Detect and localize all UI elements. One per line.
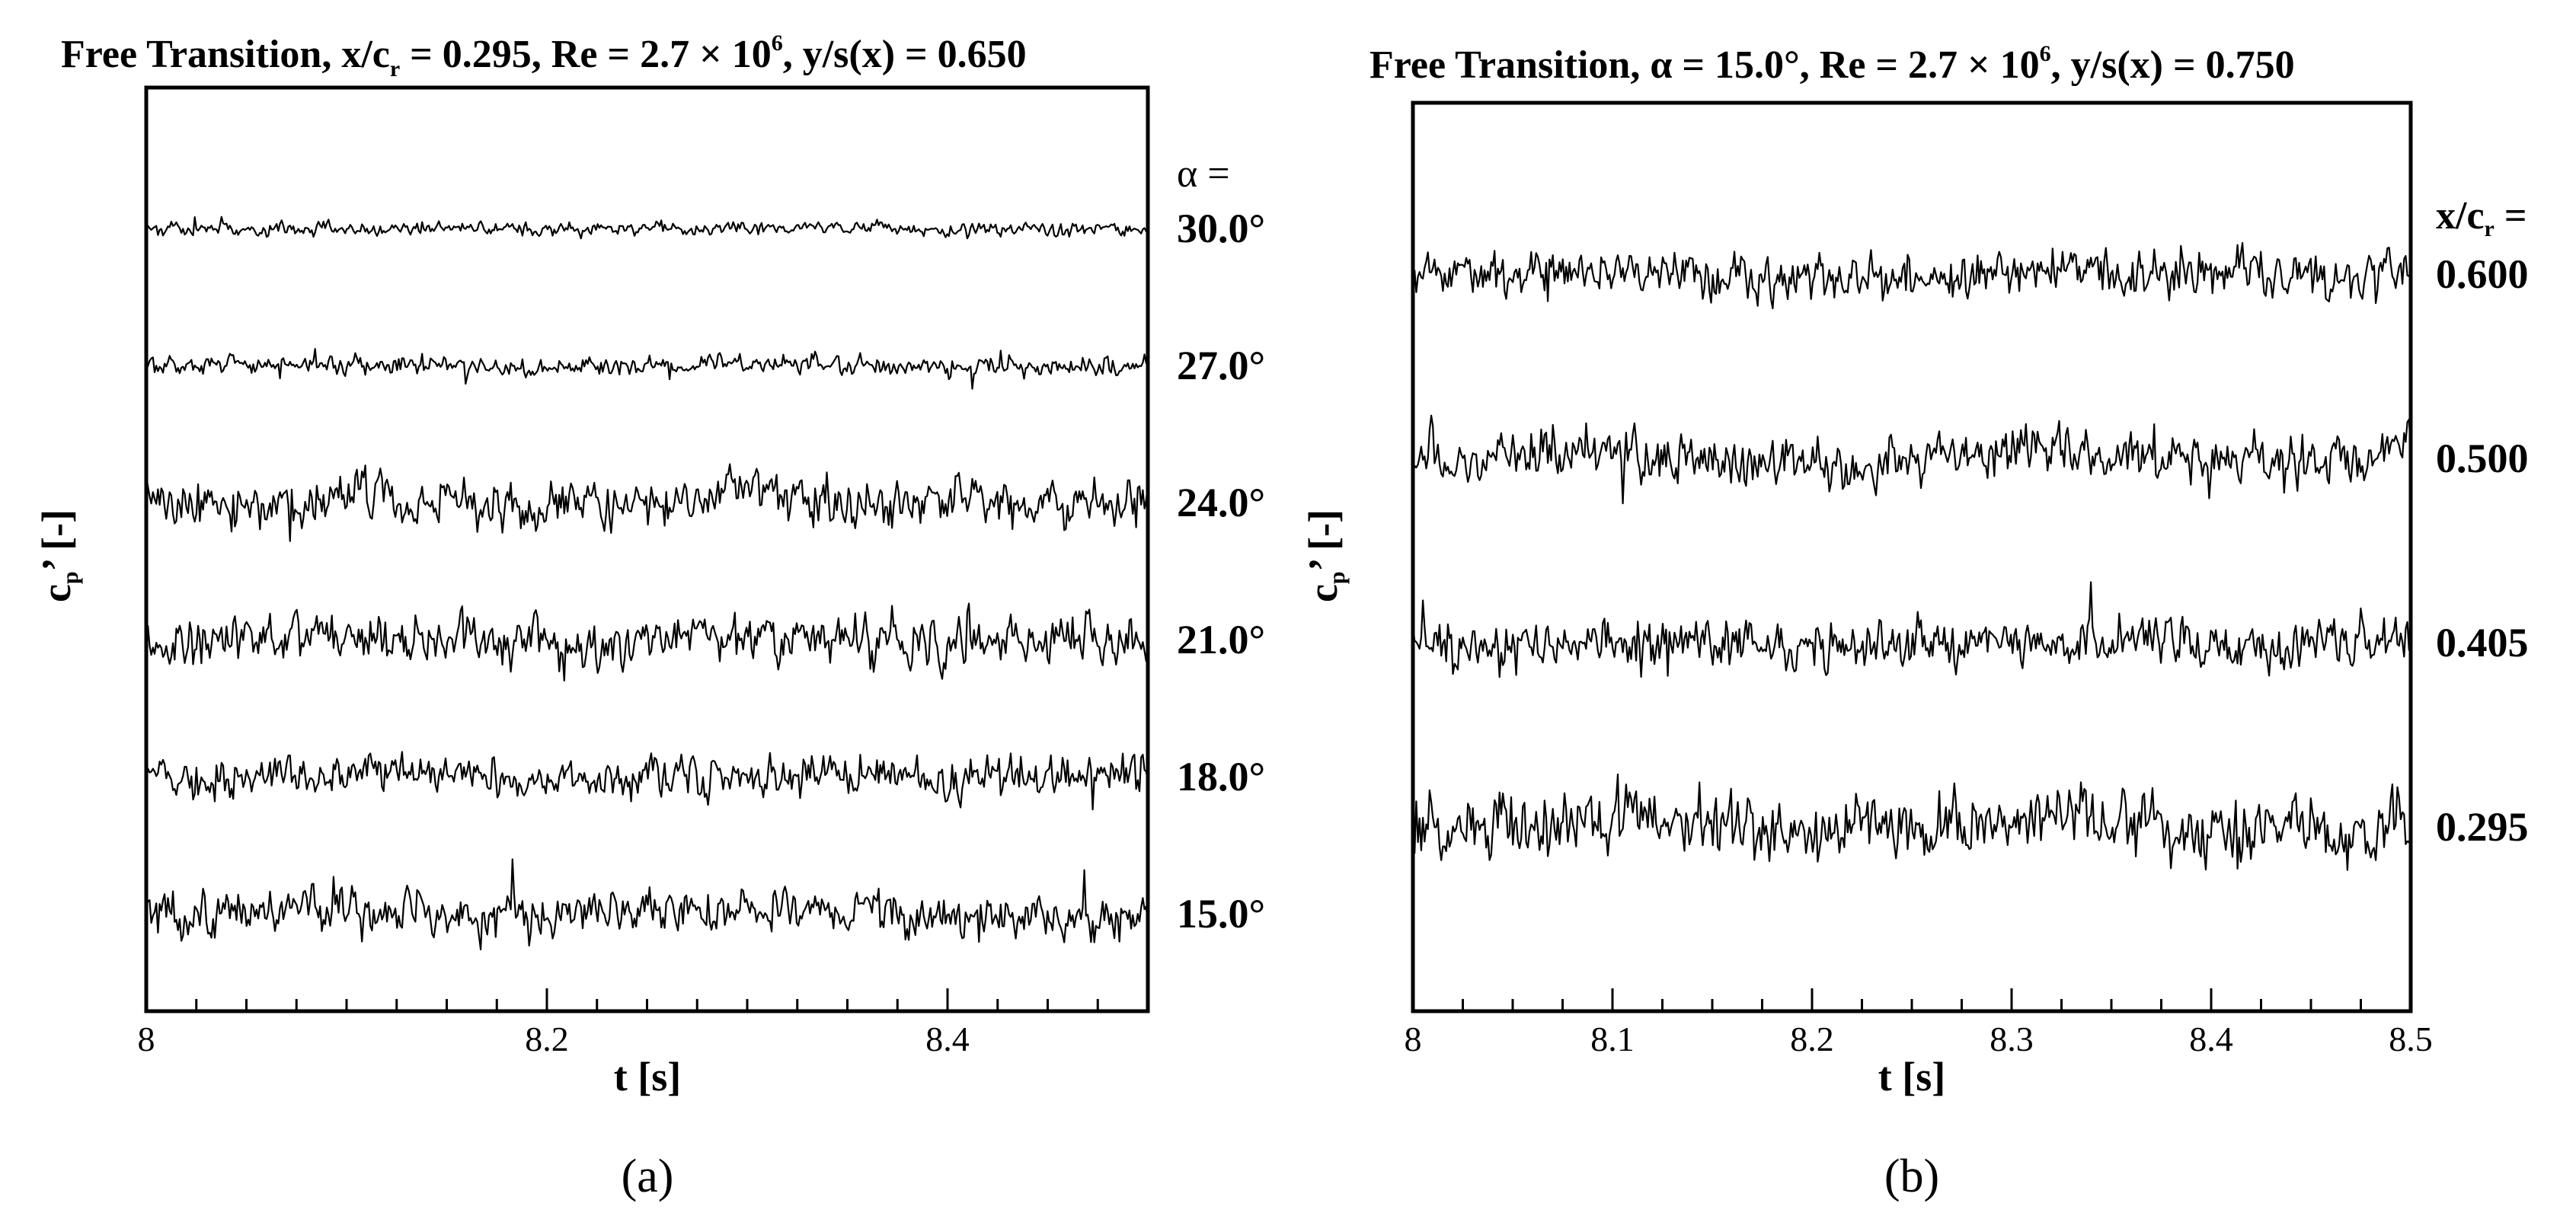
panel-b-case-header-sub: r — [2485, 216, 2495, 241]
x-tick-label: 8 — [138, 1020, 155, 1058]
panel-a-ylabel-sub: p — [58, 571, 83, 584]
series-label-15-0-: 15.0° — [1177, 891, 1265, 937]
series-label-0-295: 0.295 — [2436, 804, 2529, 850]
x-tick-label: 8.3 — [1990, 1020, 2034, 1058]
series-0-500-trace — [1411, 414, 2412, 505]
panel-a-y-axis-label: cp’ [-] — [34, 509, 83, 602]
x-tick-label: 8.1 — [1590, 1020, 1635, 1058]
panel-a-x-ticks: 8 8.2 8.4 — [138, 988, 1149, 1058]
panel-a-title-prefix: Free Transition, x/c — [61, 33, 390, 76]
x-tick-label: 8 — [1405, 1020, 1422, 1058]
series-label-24-0-: 24.0° — [1177, 480, 1265, 525]
panel-b-title: Free Transition, α = 15.0°, Re = 2.7 × 1… — [1369, 41, 2295, 87]
panel-b-letter: (b) — [1884, 1151, 1939, 1202]
panel-a-plot-frame — [144, 85, 1150, 1013]
panel-b-case-header: x/cr = — [2436, 194, 2527, 241]
series-27-0--trace — [145, 348, 1149, 390]
x-tick-label: 8.4 — [2189, 1020, 2233, 1058]
panel-b: Free Transition, α = 15.0°, Re = 2.7 × 1… — [1300, 41, 2529, 1202]
panel-b-ylabel-main: c — [1300, 584, 1346, 602]
series-label-0-500: 0.500 — [2436, 436, 2529, 481]
panel-b-ylabel-suffix: ’ [-] — [1300, 509, 1346, 571]
panel-a: Free Transition, x/cr = 0.295, Re = 2.7 … — [34, 30, 1265, 1202]
panel-a-case-header: α = — [1177, 152, 1230, 196]
panel-a-title-suffix: , y/s(x) = 0.650 — [783, 33, 1027, 76]
panel-b-title-suffix: , y/s(x) = 0.750 — [2051, 43, 2295, 87]
series-0-405-trace — [1411, 581, 2412, 678]
panel-b-ylabel-sub: p — [1325, 571, 1350, 584]
panel-a-x-axis-label: t [s] — [614, 1054, 681, 1100]
panel-a-title: Free Transition, x/cr = 0.295, Re = 2.7 … — [61, 30, 1027, 81]
x-tick-label: 8.5 — [2389, 1020, 2433, 1058]
series-0-295-trace — [1412, 773, 2412, 871]
panel-b-y-axis-label: cp’ [-] — [1300, 509, 1350, 602]
x-tick-label: 8.4 — [925, 1020, 970, 1058]
series-0-600-trace — [1411, 241, 2412, 310]
x-tick-label: 8.2 — [525, 1020, 569, 1058]
panel-b-case-header-suffix: = — [2495, 194, 2527, 238]
panel-a-case-labels: 30.0° 27.0° 24.0° 21.0° 18.0° 15.0° — [1177, 206, 1265, 937]
series-label-30-0-: 30.0° — [1177, 206, 1265, 251]
series-label-0-405: 0.405 — [2436, 620, 2529, 665]
panel-b-case-labels: 0.600 0.500 0.405 0.295 — [2436, 251, 2529, 850]
panel-b-plot-frame — [1411, 101, 2413, 1013]
series-18-0--trace — [145, 751, 1149, 811]
series-15-0--trace — [145, 858, 1149, 951]
x-tick-label: 8.2 — [1790, 1020, 1834, 1058]
panel-a-title-sub: r — [390, 56, 400, 81]
series-24-0--trace — [145, 463, 1149, 542]
series-30-0--trace — [145, 215, 1149, 240]
series-label-21-0-: 21.0° — [1177, 617, 1265, 662]
series-label-18-0-: 18.0° — [1177, 754, 1265, 799]
panel-a-traces — [145, 215, 1149, 951]
panel-a-letter: (a) — [622, 1151, 674, 1202]
panel-b-traces — [1411, 241, 2412, 871]
panel-b-x-axis-label: t [s] — [1878, 1054, 1945, 1100]
panel-b-title-prefix: Free Transition, α = 15.0°, Re = 2.7 × 1… — [1369, 43, 2040, 87]
series-label-0-600: 0.600 — [2436, 251, 2529, 297]
panel-a-ylabel-suffix: ’ [-] — [34, 509, 79, 571]
panel-a-ylabel-main: c — [34, 584, 79, 602]
panel-b-x-ticks: 8 8.1 8.2 8.3 8.4 8.5 — [1405, 988, 2433, 1058]
series-21-0--trace — [145, 602, 1149, 681]
series-label-27-0-: 27.0° — [1177, 343, 1265, 388]
panel-a-title-sup: 6 — [772, 30, 783, 56]
panel-b-case-header-main: x/c — [2436, 194, 2485, 238]
panel-a-title-mid: = 0.295, Re = 2.7 × 10 — [400, 33, 772, 76]
panel-b-title-sup: 6 — [2040, 41, 2051, 66]
